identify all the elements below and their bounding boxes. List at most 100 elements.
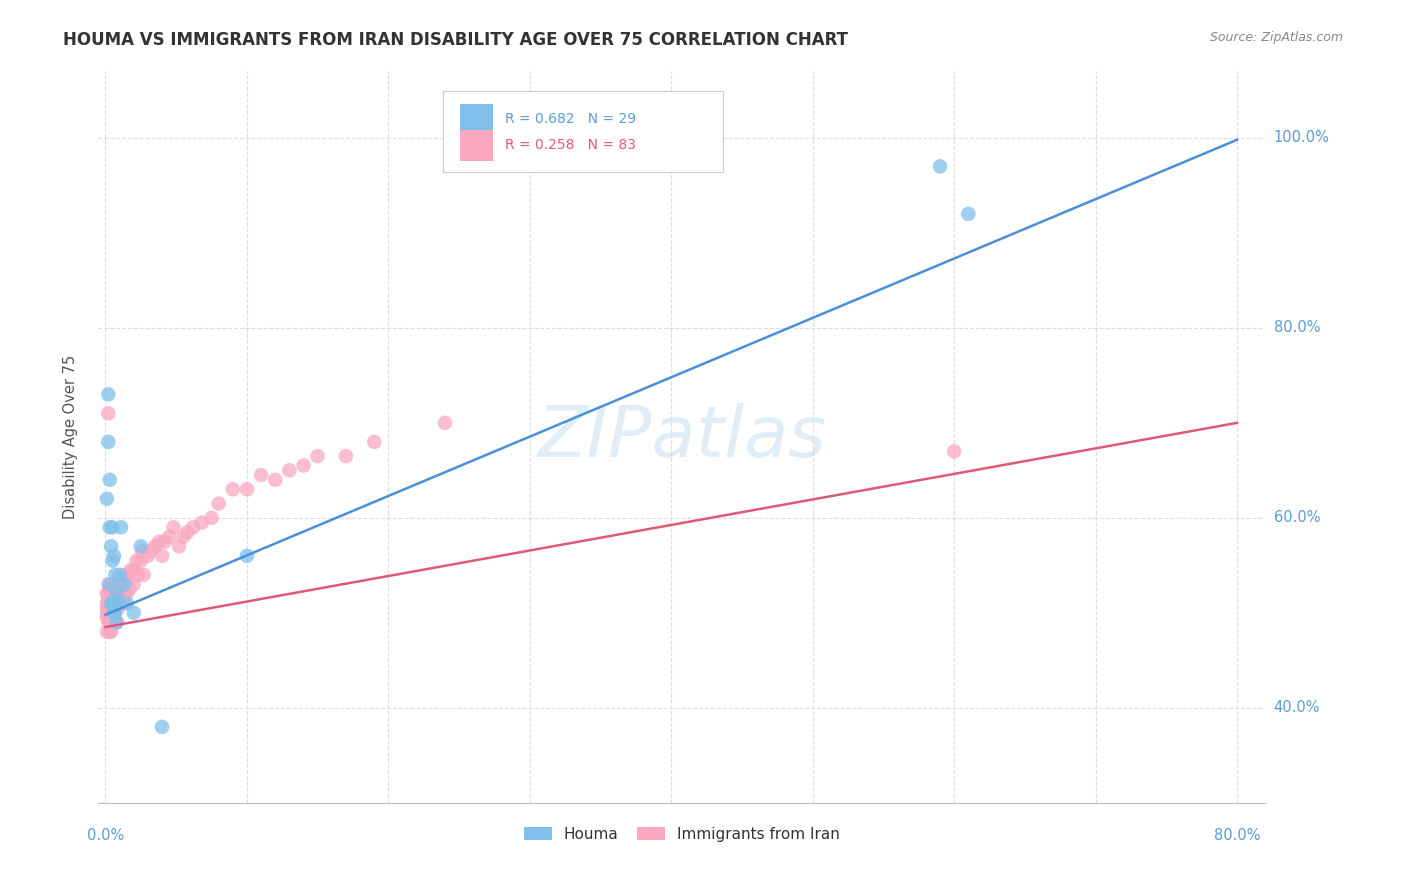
Point: [236, 549, 259, 563]
Point: [114, 567, 136, 582]
Point: [105, 591, 128, 606]
Point: [112, 577, 135, 591]
Point: [96, 601, 118, 615]
Point: [98, 473, 121, 487]
Text: HOUMA VS IMMIGRANTS FROM IRAN DISABILITY AGE OVER 75 CORRELATION CHART: HOUMA VS IMMIGRANTS FROM IRAN DISABILITY…: [63, 31, 848, 49]
Point: [98, 582, 121, 596]
Point: [98, 577, 121, 591]
Point: [98, 520, 121, 534]
Text: R = 0.258   N = 83: R = 0.258 N = 83: [505, 138, 636, 153]
Point: [101, 596, 124, 610]
Point: [96, 624, 118, 639]
Point: [118, 582, 141, 596]
Point: [105, 615, 128, 630]
Point: [97, 606, 120, 620]
Point: [100, 624, 122, 639]
Point: [200, 511, 222, 525]
Point: [117, 573, 139, 587]
Point: [96, 606, 118, 620]
Point: [101, 596, 124, 610]
Point: [108, 582, 131, 596]
Point: [107, 601, 129, 615]
Point: [103, 596, 125, 610]
Point: [222, 483, 245, 497]
Point: [122, 577, 145, 591]
Point: [100, 606, 122, 620]
Point: [125, 553, 148, 567]
Text: 40.0%: 40.0%: [1274, 700, 1320, 715]
Point: [120, 563, 142, 577]
Point: [104, 587, 127, 601]
Point: [98, 615, 121, 630]
Y-axis label: Disability Age Over 75: Disability Age Over 75: [63, 355, 77, 519]
Point: [97, 596, 120, 610]
Point: [97, 434, 120, 449]
Point: [122, 606, 145, 620]
Point: [98, 624, 121, 639]
Point: [97, 406, 120, 420]
Point: [150, 549, 173, 563]
Point: [148, 534, 170, 549]
Point: [103, 549, 125, 563]
Point: [115, 596, 138, 610]
Point: [307, 449, 329, 463]
Point: [157, 530, 180, 544]
Point: [264, 473, 287, 487]
Point: [101, 610, 124, 624]
Point: [278, 463, 301, 477]
Point: [943, 444, 966, 458]
Point: [292, 458, 315, 473]
Point: [107, 596, 129, 610]
Point: [104, 567, 127, 582]
Point: [112, 591, 135, 606]
Point: [131, 544, 153, 558]
Point: [97, 591, 120, 606]
Point: [433, 416, 456, 430]
Point: [97, 615, 120, 630]
Point: [153, 534, 176, 549]
Point: [250, 468, 273, 483]
Point: [107, 591, 129, 606]
Point: [105, 587, 128, 601]
Bar: [460, 130, 494, 161]
Text: 80.0%: 80.0%: [1213, 828, 1260, 843]
Point: [190, 516, 212, 530]
Point: [100, 539, 122, 553]
Text: R = 0.682   N = 29: R = 0.682 N = 29: [505, 112, 636, 126]
Point: [136, 549, 159, 563]
Point: [208, 497, 231, 511]
Point: [97, 577, 120, 591]
Point: [143, 539, 166, 553]
Point: [335, 449, 357, 463]
Point: [129, 539, 152, 553]
Point: [111, 582, 134, 596]
Point: [101, 520, 124, 534]
Point: [111, 596, 134, 610]
Point: [139, 544, 162, 558]
Point: [103, 596, 125, 610]
Point: [97, 387, 120, 401]
Point: [96, 596, 118, 610]
Point: [98, 601, 121, 615]
Point: [363, 434, 385, 449]
Point: [129, 553, 152, 567]
Point: [105, 615, 128, 630]
Text: 80.0%: 80.0%: [1274, 320, 1320, 335]
Point: [104, 615, 127, 630]
Point: [108, 567, 131, 582]
Point: [104, 606, 127, 620]
Point: [96, 587, 118, 601]
Point: [957, 207, 980, 221]
Point: [97, 587, 120, 601]
Point: [100, 596, 122, 610]
Point: [176, 524, 198, 539]
Point: [929, 159, 952, 173]
Point: [103, 606, 125, 620]
Point: [100, 587, 122, 601]
Point: [103, 582, 125, 596]
Point: [115, 587, 138, 601]
Text: 100.0%: 100.0%: [1274, 130, 1330, 145]
Point: [103, 606, 125, 620]
FancyBboxPatch shape: [443, 91, 723, 171]
Point: [98, 596, 121, 610]
